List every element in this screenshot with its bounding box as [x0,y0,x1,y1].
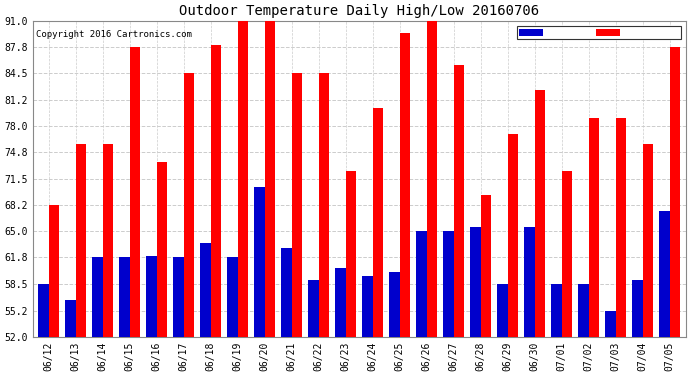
Bar [615,118,626,337]
Bar [282,248,292,337]
Bar [335,268,346,337]
Bar [346,171,356,337]
Bar [453,65,464,337]
Text: Copyright 2016 Cartronics.com: Copyright 2016 Cartronics.com [36,30,192,39]
Bar [103,144,113,337]
Bar [130,46,140,337]
Bar [66,300,76,337]
Bar [92,257,103,337]
Bar [497,284,508,337]
Bar [471,227,481,337]
Bar [642,144,653,337]
Bar [308,280,319,337]
Bar [669,46,680,337]
Bar [660,211,669,337]
Bar [416,231,426,337]
Bar [562,171,572,337]
Bar [589,118,599,337]
Bar [173,257,184,337]
Bar [146,256,157,337]
Bar [228,257,237,337]
Bar [524,227,535,337]
Title: Outdoor Temperature Daily High/Low 20160706: Outdoor Temperature Daily High/Low 20160… [179,4,540,18]
Bar [39,284,49,337]
Bar [237,21,248,337]
Bar [119,257,130,337]
Bar [255,187,265,337]
Bar [49,206,59,337]
Bar [157,162,167,337]
Bar [400,33,410,337]
Bar [373,108,383,337]
Bar [444,231,453,337]
Bar [76,144,86,337]
Legend: Low  (°F), High  (°F): Low (°F), High (°F) [517,26,681,39]
Bar [389,272,400,337]
Bar [551,284,562,337]
Bar [362,276,373,337]
Bar [292,74,302,337]
Bar [535,90,545,337]
Bar [200,243,210,337]
Bar [319,74,329,337]
Bar [632,280,642,337]
Bar [481,195,491,337]
Bar [265,21,275,337]
Bar [605,310,615,337]
Bar [508,134,518,337]
Bar [578,284,589,337]
Bar [426,19,437,337]
Bar [210,45,221,337]
Bar [184,74,194,337]
